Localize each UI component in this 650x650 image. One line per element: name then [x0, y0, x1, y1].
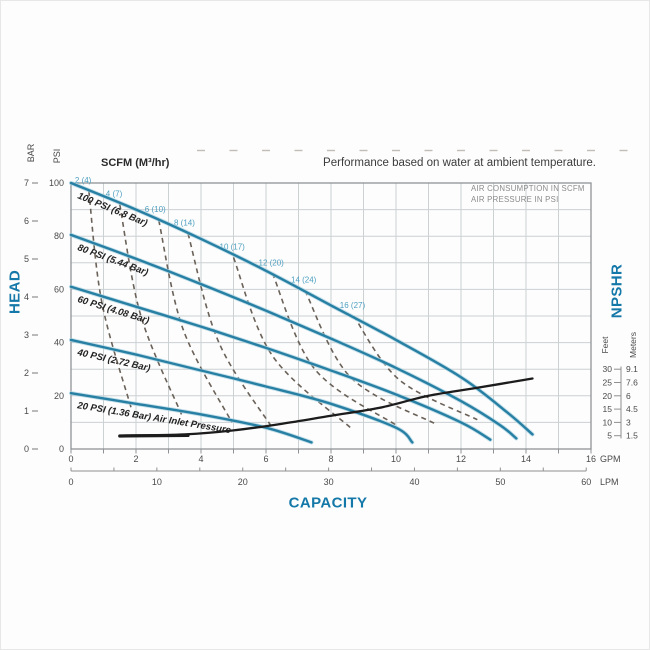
npshr-feet-tick-label: 10 [603, 417, 613, 427]
feet-unit-label: Feet [600, 336, 610, 354]
psi-tick-label: 0 [59, 444, 64, 454]
chart-legend: AIR CONSUMPTION IN SCFM AIR PRESSURE IN … [471, 183, 585, 205]
lpm-tick-label: 30 [324, 477, 334, 487]
npshr-feet-tick-label: 5 [607, 431, 612, 441]
npshr-feet-tick-label: 25 [603, 378, 613, 388]
pressure-curve-40-psi [69, 338, 414, 444]
legend-air-pressure: AIR PRESSURE IN PSI [471, 195, 559, 204]
scfm-curve-label: 12 (20) [259, 258, 285, 267]
scfm-curve-label: 10 (17) [220, 243, 246, 252]
psi-unit-label: PSI [52, 148, 62, 164]
psi-tick-label: 100 [49, 178, 64, 188]
npshr-feet-tick-label: 30 [603, 364, 613, 374]
pressure-curve-40-psi-halo [68, 337, 415, 445]
bar-tick-label: 2 [24, 368, 29, 378]
scfm-curve-8-14 [187, 233, 275, 431]
bar-tick-label: 1 [24, 406, 29, 416]
gpm-tick-label: 16 [586, 454, 596, 464]
pressure-curve-20-psi [69, 391, 313, 444]
scfm-curve-14-24 [304, 290, 436, 425]
npshr-meters-tick-label: 7.6 [626, 378, 638, 388]
npshr-meters-tick-label: 9.1 [626, 364, 638, 374]
scfm-curve-2-4 [88, 190, 132, 409]
gpm-tick-label: 10 [391, 454, 401, 464]
gpm-tick-label: 6 [263, 454, 268, 464]
npshr-meters-tick-label: 6 [626, 391, 631, 401]
scfm-curve-6-10 [157, 220, 233, 423]
lpm-tick-label: 20 [238, 477, 248, 487]
npshr-curve-flat-segment [118, 433, 190, 438]
scfm-curve-label: 14 (24) [291, 276, 317, 285]
bar-tick-label: 4 [24, 292, 29, 302]
npshr-feet-tick-label: 15 [603, 404, 613, 414]
pressure-curve-60-psi [69, 285, 492, 441]
gpm-tick-label: 8 [328, 454, 333, 464]
head-axis-title: HEAD [6, 269, 24, 315]
scfm-curve-16-27 [353, 315, 478, 421]
scfm-curve-label: 4 (7) [106, 189, 123, 198]
bar-tick-label: 7 [24, 178, 29, 188]
scfm-curve-label: 2 (4) [75, 176, 92, 185]
pressure-curve-80-psi [69, 233, 518, 440]
lpm-tick-label: 40 [409, 477, 419, 487]
lpm-tick-label: 10 [152, 477, 162, 487]
bar-unit-label: BAR [26, 143, 36, 163]
psi-tick-label: 20 [54, 391, 64, 401]
bar-tick-label: 3 [24, 330, 29, 340]
bar-tick-label: 6 [24, 216, 29, 226]
bar-tick-label: 0 [24, 444, 29, 454]
scfm-curve-label: 6 (10) [145, 205, 166, 214]
pressure-curve-100-psi [69, 181, 534, 436]
psi-tick-label: 40 [54, 338, 64, 348]
performance-note: Performance based on water at ambient te… [323, 157, 596, 169]
npshr-axis-title: NPSHR [608, 263, 626, 319]
lpm-tick-label: 50 [495, 477, 505, 487]
lpm-unit-label: LPM [600, 477, 619, 487]
scfm-curve-label: 8 (14) [174, 219, 195, 228]
gpm-unit-label: GPM [600, 454, 621, 464]
psi-tick-label: 60 [54, 284, 64, 294]
gpm-tick-label: 0 [68, 454, 73, 464]
lpm-tick-label: 0 [68, 477, 73, 487]
npshr-meters-tick-label: 3 [626, 417, 631, 427]
scfm-header-label: SCFM (M³/hr) [101, 157, 170, 169]
npshr-meters-tick-label: 1.5 [626, 431, 638, 441]
capacity-axis-title: CAPACITY [288, 494, 368, 512]
bar-tick-label: 5 [24, 254, 29, 264]
gpm-tick-label: 12 [456, 454, 466, 464]
scfm-curve-12-20 [271, 273, 397, 426]
npshr-feet-tick-label: 20 [603, 391, 613, 401]
gpm-tick-label: 14 [521, 454, 531, 464]
legend-air-consumption: AIR CONSUMPTION IN SCFM [471, 184, 585, 193]
npshr-meters-tick-label: 4.5 [626, 404, 638, 414]
gpm-tick-label: 2 [133, 454, 138, 464]
meters-unit-label: Meters [628, 332, 638, 358]
npshr-curve [118, 377, 534, 437]
scfm-curve-label: 16 (27) [340, 301, 366, 310]
gpm-tick-label: 4 [198, 454, 203, 464]
lpm-tick-label: 60 [581, 477, 591, 487]
psi-tick-label: 80 [54, 231, 64, 241]
